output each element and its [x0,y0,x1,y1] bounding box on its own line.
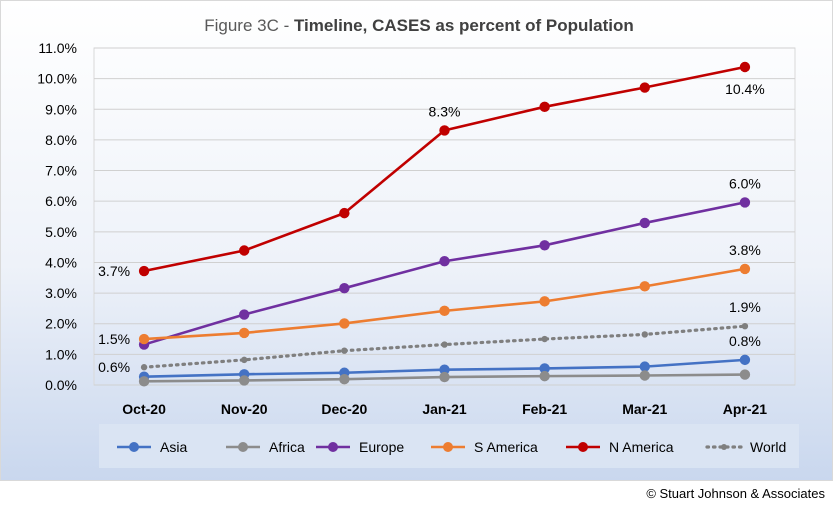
data-point-n-america [138,265,150,277]
x-tick-label: Nov-20 [221,401,268,417]
data-point-africa [539,370,550,382]
legend-swatch-marker [578,442,588,452]
data-point-africa [239,375,250,386]
x-tick-label: Oct-20 [122,401,166,417]
data-labels: 3.7% 1.5% 0.6% 8.3% 10.4% 6.0% 3.8% 1.9% 0.8% [98,81,765,375]
data-point-africa [138,376,150,387]
x-tick-label: Mar-21 [622,401,667,417]
chart-title: Figure 3C - Timeline, CASES as percent o… [204,16,634,35]
y-tick-label: 1.0% [45,346,77,362]
data-point-s-america [339,318,350,329]
legend-swatch-marker [129,442,139,452]
data-point-europe [739,197,751,208]
y-tick-label: 0.0% [45,377,77,393]
y-tick-label: 4.0% [45,254,77,270]
legend-label-asia: Asia [160,439,187,455]
legend-swatch-marker [238,442,248,452]
y-tick-label: 3.0% [45,285,77,301]
data-point-europe [639,217,650,229]
data-point-world [140,364,148,371]
data-point-africa [739,369,751,380]
data-point-world [641,331,648,338]
data-point-s-america [539,296,550,307]
data-point-n-america [539,101,550,113]
gridlines [94,47,795,386]
legend-swatch-marker [328,442,338,452]
data-label: 3.7% [98,263,130,279]
data-point-n-america [639,82,650,93]
legend-swatch-marker [721,444,727,450]
data-label: 10.4% [725,81,765,97]
data-point-world [441,341,448,348]
line-chart: Figure 3C - Timeline, CASES as percent o… [37,16,799,468]
data-point-s-america [439,305,450,317]
data-point-world [241,356,248,364]
series-markers [138,61,751,387]
data-label: 3.8% [729,242,761,258]
data-point-n-america [439,125,450,136]
data-point-world [341,347,348,354]
data-point-s-america [739,263,751,275]
data-point-s-america [138,333,150,345]
data-point-n-america [339,207,350,219]
data-label: 8.3% [429,103,461,119]
data-point-asia [439,364,450,375]
data-label: 0.8% [729,333,761,349]
data-point-europe [239,309,250,320]
data-point-s-america [239,327,250,339]
data-label: 0.6% [98,359,130,375]
legend-label-s-america: S America [474,439,538,455]
data-point-n-america [239,245,250,256]
y-tick-label: 9.0% [45,101,77,117]
data-point-europe [539,240,550,251]
y-tick-label: 11.0% [38,40,77,56]
x-tick-label: Jan-21 [422,401,467,417]
x-tick-label: Feb-21 [522,401,567,417]
y-tick-label: 7.0% [45,163,77,179]
y-tick-label: 5.0% [45,224,77,240]
data-point-n-america [739,61,751,73]
series-line-n-america [143,65,746,273]
data-point-europe [439,256,450,267]
y-tick-label: 8.0% [45,132,77,148]
x-axis-tick-labels: Oct-20 Nov-20 Dec-20 Jan-21 Feb-21 Mar-21 Apr-… [122,401,767,417]
data-point-s-america [639,281,650,292]
legend-label-world: World [750,439,786,455]
x-tick-label: Apr-21 [723,401,768,417]
chart-area: Figure 3C - Timeline, CASES as percent o… [0,0,833,481]
data-label: 6.0% [729,175,761,191]
data-point-asia [639,361,650,372]
data-point-africa [639,370,650,381]
data-point-world [541,335,548,343]
data-point-world [741,322,749,330]
chart-title-main: Timeline, CASES as percent of Population [294,16,634,35]
y-tick-label: 10.0% [37,71,77,87]
y-axis-tick-labels: 0.0% 1.0% 2.0% 3.0% 4.0% 5.0% 6.0% 7.0% 8.0% 9.0%… [37,40,77,393]
legend-swatch-marker [443,442,453,452]
legend-label-africa: Africa [269,439,305,455]
chart-title-prefix: Figure 3C - [204,16,294,35]
data-point-africa [439,371,450,383]
series-line-s-america [143,267,746,341]
copyright-text: © Stuart Johnson & Associates [646,486,825,501]
y-tick-label: 6.0% [45,193,77,209]
data-point-europe [339,282,350,294]
data-label: 1.9% [729,299,761,315]
data-label: 1.5% [98,331,130,347]
legend: Asia Africa Europe S America N America World [99,424,799,468]
legend-label-europe: Europe [359,439,404,455]
data-point-asia [539,363,550,374]
legend-label-n-america: N America [609,439,674,455]
data-point-asia [739,354,751,366]
y-tick-label: 2.0% [45,316,77,332]
data-point-africa [339,373,350,385]
x-tick-label: Dec-20 [321,401,367,417]
